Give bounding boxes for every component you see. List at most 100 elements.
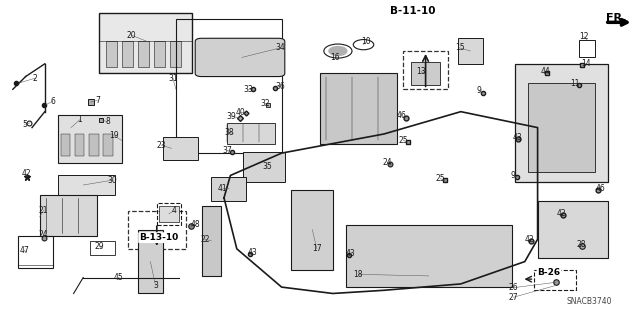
Text: 38: 38	[224, 128, 234, 137]
Text: 34: 34	[275, 43, 285, 52]
Text: 36: 36	[275, 82, 285, 91]
Text: 7: 7	[95, 96, 100, 105]
Bar	[411, 62, 440, 85]
Text: 8: 8	[105, 117, 110, 126]
Text: 1: 1	[77, 115, 83, 124]
Text: 46: 46	[595, 184, 605, 193]
Bar	[159, 206, 179, 222]
Bar	[103, 134, 113, 156]
Bar	[170, 41, 181, 67]
Text: 15: 15	[454, 43, 465, 52]
Bar	[291, 190, 333, 270]
Text: B-13-10: B-13-10	[139, 233, 179, 242]
Text: 42: 42	[557, 209, 567, 218]
Bar	[534, 270, 576, 290]
Bar	[320, 73, 397, 144]
Bar	[106, 41, 117, 67]
Text: 45: 45	[113, 273, 124, 282]
Bar	[579, 40, 595, 57]
Bar	[243, 152, 285, 182]
Bar	[528, 83, 595, 172]
Bar	[99, 13, 192, 73]
Bar	[154, 41, 165, 67]
Bar	[227, 123, 275, 144]
Bar	[515, 64, 608, 182]
Bar	[64, 116, 78, 139]
Bar	[458, 38, 483, 64]
Bar	[122, 41, 133, 67]
Text: 47: 47	[19, 246, 29, 255]
Text: 9: 9	[476, 86, 481, 95]
Text: SNACB3740: SNACB3740	[566, 297, 612, 306]
Text: 12: 12	[579, 32, 588, 41]
Text: 44: 44	[540, 67, 550, 76]
Text: 32: 32	[260, 99, 271, 108]
Text: 5: 5	[22, 120, 27, 129]
Text: 31: 31	[168, 74, 178, 83]
Text: 16: 16	[330, 53, 340, 62]
Text: 11: 11	[570, 79, 579, 88]
Text: 20: 20	[126, 31, 136, 40]
Text: 30: 30	[107, 176, 117, 185]
Bar	[538, 201, 608, 258]
Circle shape	[329, 47, 347, 56]
Text: 2: 2	[33, 74, 38, 83]
Text: 39: 39	[227, 112, 237, 121]
Text: 40: 40	[235, 108, 245, 117]
Bar	[61, 134, 70, 156]
Bar	[40, 195, 97, 236]
Text: B-26: B-26	[538, 268, 561, 277]
Bar	[202, 206, 221, 276]
Text: 27: 27	[508, 293, 518, 302]
Text: 19: 19	[109, 131, 119, 140]
Text: 43: 43	[248, 248, 258, 256]
Bar	[75, 134, 84, 156]
Text: 13: 13	[416, 67, 426, 76]
Text: 35: 35	[262, 162, 273, 171]
Text: 3: 3	[153, 281, 158, 290]
Bar	[176, 19, 282, 153]
Bar	[346, 225, 512, 287]
Bar	[157, 203, 181, 225]
Text: 18: 18	[354, 270, 363, 279]
Text: 43: 43	[512, 133, 522, 142]
Text: 25: 25	[398, 136, 408, 145]
Text: 6: 6	[50, 97, 55, 106]
Bar	[58, 175, 115, 195]
Text: 43: 43	[346, 249, 356, 258]
Bar	[403, 51, 448, 89]
Text: 42: 42	[525, 235, 535, 244]
Text: 42: 42	[22, 169, 32, 178]
FancyBboxPatch shape	[195, 38, 285, 77]
Text: 9: 9	[511, 171, 516, 180]
Text: 22: 22	[200, 235, 209, 244]
Text: 24: 24	[38, 230, 49, 239]
Text: 28: 28	[577, 240, 586, 249]
Bar	[128, 211, 186, 249]
Text: B-11-10: B-11-10	[390, 6, 436, 16]
Text: 41: 41	[218, 184, 228, 193]
Text: 14: 14	[580, 59, 591, 68]
Text: 33: 33	[243, 85, 253, 94]
Bar	[90, 241, 115, 255]
Text: 46: 46	[397, 111, 407, 120]
Text: FR.: FR.	[606, 12, 627, 23]
Text: 10: 10	[361, 37, 371, 46]
Bar	[138, 41, 149, 67]
Text: 37: 37	[222, 146, 232, 155]
Text: 48: 48	[190, 220, 200, 229]
Bar	[163, 137, 198, 160]
Text: 21: 21	[39, 206, 48, 215]
Bar	[58, 115, 122, 163]
Bar	[211, 177, 246, 201]
Text: 25: 25	[435, 174, 445, 183]
Text: 4: 4	[172, 206, 177, 215]
Bar	[18, 236, 53, 268]
Text: 17: 17	[312, 244, 322, 253]
Text: 23: 23	[156, 141, 166, 150]
Text: 26: 26	[508, 283, 518, 292]
Text: 24: 24	[382, 158, 392, 167]
Text: 29: 29	[94, 242, 104, 251]
Bar	[138, 230, 163, 293]
Bar	[89, 134, 99, 156]
